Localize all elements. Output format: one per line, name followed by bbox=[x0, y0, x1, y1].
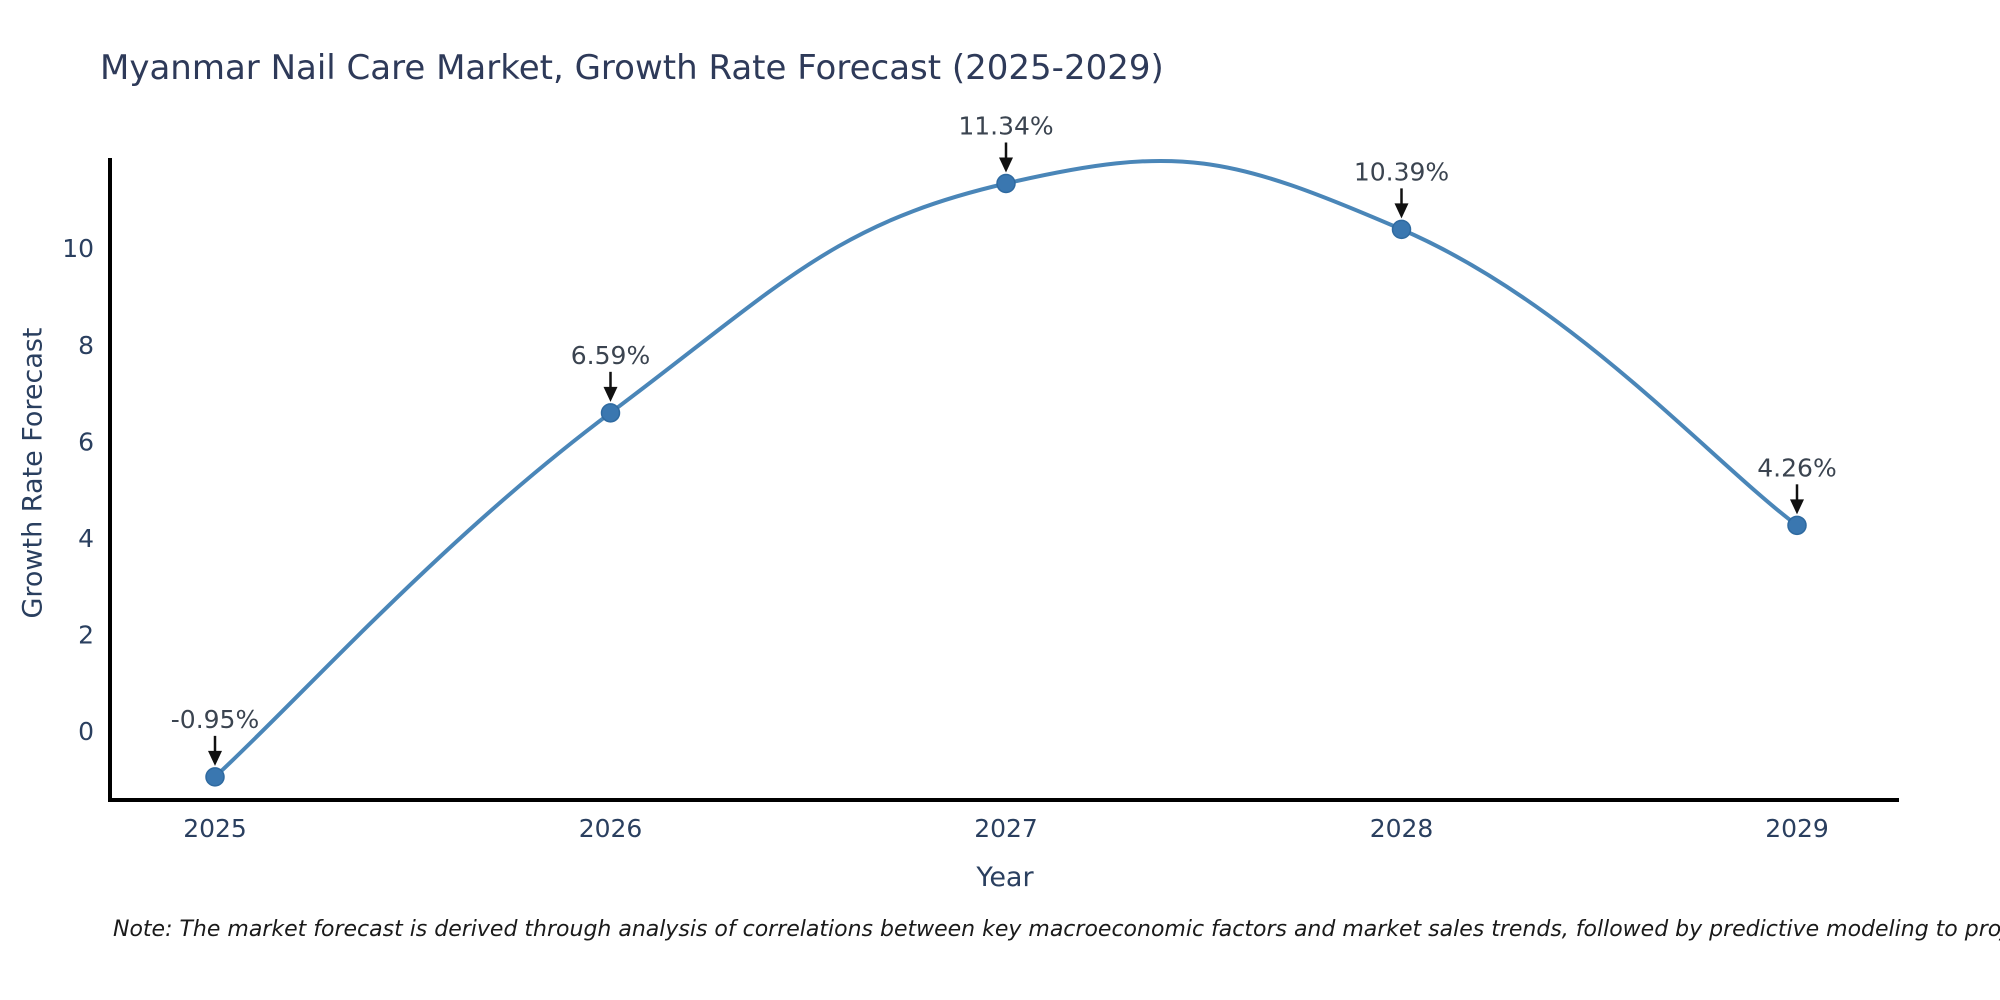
annotation-arrowhead bbox=[208, 750, 222, 766]
data-point-label: 10.39% bbox=[1354, 157, 1449, 186]
data-point-marker bbox=[1391, 219, 1412, 240]
annotation-arrowhead bbox=[1394, 203, 1409, 219]
x-tick-label: 2029 bbox=[1765, 814, 1829, 843]
axis-lines bbox=[108, 158, 1899, 802]
annotation-arrowhead bbox=[1790, 499, 1804, 515]
y-tick-label: 6 bbox=[78, 427, 94, 456]
data-point-marker bbox=[996, 173, 1016, 194]
x-axis-title: Year bbox=[976, 862, 1034, 893]
data-point-label: 4.26% bbox=[1757, 453, 1836, 482]
x-tick-label: 2028 bbox=[1370, 814, 1434, 843]
data-point-marker bbox=[1787, 515, 1807, 536]
x-tick-label: 2026 bbox=[579, 814, 643, 843]
data-point-marker bbox=[600, 403, 621, 423]
y-axis-title: Growth Rate Forecast bbox=[17, 327, 49, 619]
data-point-marker bbox=[205, 767, 225, 787]
annotation-arrowhead bbox=[999, 157, 1013, 173]
y-tick-label: 4 bbox=[78, 524, 94, 553]
data-point-label: 6.59% bbox=[571, 341, 650, 370]
x-tick-label: 2025 bbox=[183, 814, 247, 843]
series-line bbox=[213, 158, 1799, 779]
chart-title: Myanmar Nail Care Market, Growth Rate Fo… bbox=[100, 48, 1164, 88]
y-tick-label: 8 bbox=[78, 331, 94, 360]
data-point-label: -0.95% bbox=[171, 705, 259, 734]
data-point-label: 11.34% bbox=[958, 112, 1053, 141]
y-tick-label: 0 bbox=[78, 717, 94, 746]
y-tick-label: 10 bbox=[62, 234, 94, 263]
annotation-arrowhead bbox=[603, 386, 618, 402]
x-tick-label: 2027 bbox=[974, 814, 1038, 843]
footnote: Note: The market forecast is derived thr… bbox=[113, 917, 2000, 942]
y-tick-label: 2 bbox=[78, 620, 94, 649]
